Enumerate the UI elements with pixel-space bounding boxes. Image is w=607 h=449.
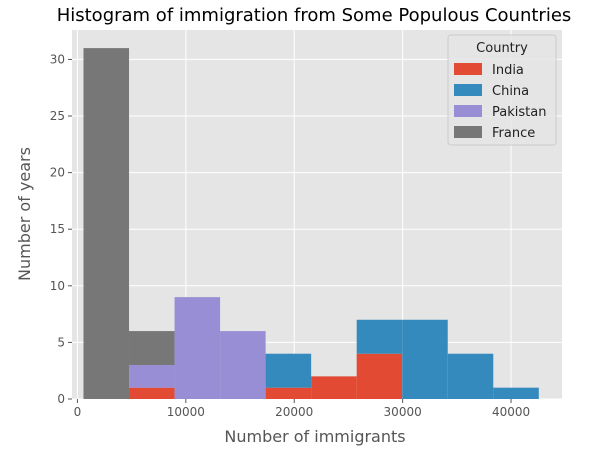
bar-india-bin-5 xyxy=(265,387,312,399)
y-tick-label: 25 xyxy=(50,109,65,123)
x-tick-label: 0 xyxy=(74,405,82,419)
x-tick-label: 10000 xyxy=(167,405,205,419)
legend-label-france: France xyxy=(492,126,535,141)
y-axis-label: Number of years xyxy=(15,147,34,281)
legend-box xyxy=(447,34,557,146)
bar-pakistan-bin-3 xyxy=(174,297,221,399)
bar-pakistan-bin-2 xyxy=(129,365,175,388)
legend-swatch-france xyxy=(454,126,482,138)
legend-swatch-china xyxy=(454,84,482,96)
legend-items: India China Pakistan France xyxy=(454,63,546,141)
bars xyxy=(83,48,539,400)
bar-china-bin-5 xyxy=(265,353,312,388)
bar-india-bin-6 xyxy=(311,376,357,399)
legend-swatch-india xyxy=(454,63,482,75)
x-tick-label: 40000 xyxy=(492,405,530,419)
y-tick-label: 15 xyxy=(50,222,65,236)
x-tick-label: 20000 xyxy=(275,405,313,419)
legend-title: Country xyxy=(476,41,528,56)
x-tick-label: 30000 xyxy=(384,405,422,419)
y-axis-ticks: 0 5 10 15 20 25 30 xyxy=(50,52,72,406)
x-axis-ticks: 0 10000 20000 30000 40000 xyxy=(74,399,530,419)
bar-france-bin-2 xyxy=(129,331,175,366)
bar-india-bin-7 xyxy=(356,353,403,399)
legend-label-pakistan: Pakistan xyxy=(492,105,546,120)
bar-pakistan-bin-4 xyxy=(220,331,266,399)
y-tick-label: 10 xyxy=(50,279,65,293)
bar-china-bin-8 xyxy=(402,319,448,399)
legend-swatch-pakistan xyxy=(454,105,482,117)
bar-france-bin-1 xyxy=(83,48,130,400)
y-tick-label: 5 xyxy=(57,335,65,349)
legend: Country India China Pakistan France xyxy=(447,34,557,146)
y-tick-label: 0 xyxy=(57,392,65,406)
y-tick-label: 20 xyxy=(50,166,65,180)
y-tick-label: 30 xyxy=(50,52,65,66)
bar-india-bin-2 xyxy=(129,387,175,399)
x-axis-label: Number of immigrants xyxy=(224,427,405,446)
legend-label-india: India xyxy=(492,63,524,78)
legend-label-china: China xyxy=(492,84,529,99)
chart-title: Histogram of immigration from Some Popul… xyxy=(57,5,572,26)
bar-china-bin-7 xyxy=(356,319,403,354)
bar-china-bin-9 xyxy=(447,353,494,399)
bar-china-bin-10 xyxy=(493,387,539,399)
